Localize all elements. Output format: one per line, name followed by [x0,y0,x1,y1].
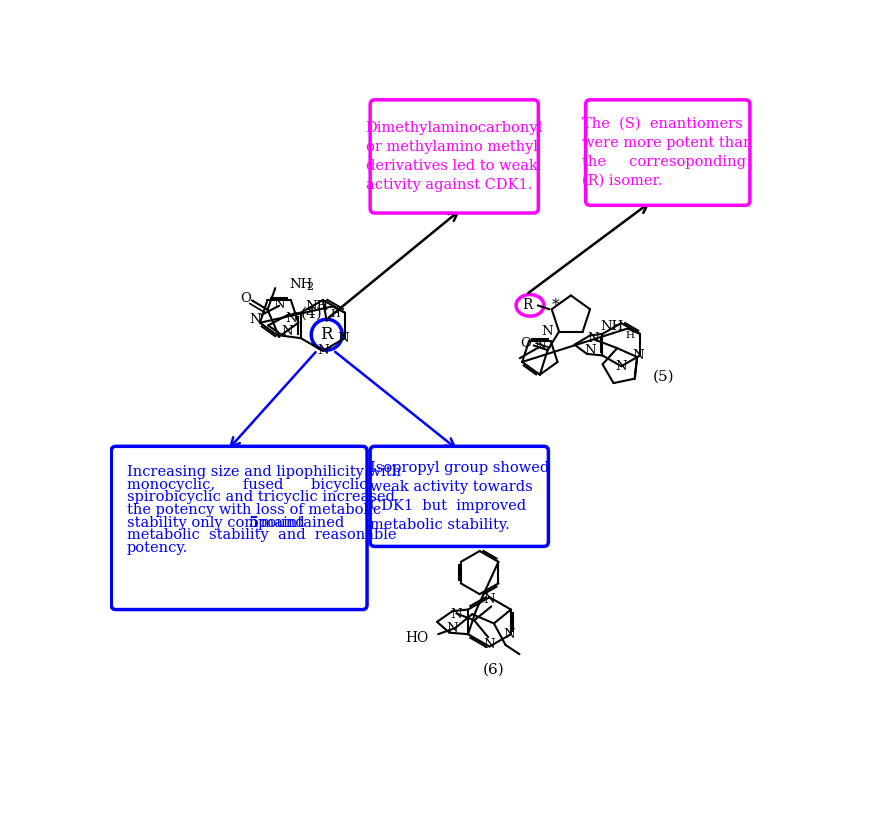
Text: R: R [522,298,532,312]
Text: metabolic  stability  and  reasonable: metabolic stability and reasonable [126,528,396,542]
Text: HO: HO [404,631,428,645]
Text: H: H [330,309,339,319]
Text: N: N [533,339,545,352]
Text: N: N [273,298,285,311]
Text: *: * [551,298,559,312]
Text: The  (S)  enantiomers
were more potent than
the     corresoponding
(R) isomer.: The (S) enantiomers were more potent tha… [581,117,752,188]
FancyBboxPatch shape [111,446,367,609]
Text: (6): (6) [482,663,503,676]
Text: N: N [317,344,328,357]
Text: N: N [583,344,595,357]
Text: 2: 2 [306,282,313,292]
Text: R: R [320,326,332,343]
Text: N: N [632,349,644,362]
Text: NH: NH [289,278,312,291]
Text: Dimethylaminocarbonyl
or methylamino methyl
derivatives led to weak
activity aga: Dimethylaminocarbonyl or methylamino met… [365,121,542,192]
Text: N: N [446,622,458,636]
FancyBboxPatch shape [370,446,548,546]
Text: (5): (5) [652,369,674,383]
Text: (4): (4) [300,307,322,321]
FancyBboxPatch shape [370,100,538,213]
Text: N: N [285,312,297,325]
Text: N: N [249,313,260,326]
Text: spirobicyclic and tricyclic increased: spirobicyclic and tricyclic increased [126,491,395,505]
Text: Isopropyl group showed
weak activity towards
CDK1  but  improved
metabolic stabi: Isopropyl group showed weak activity tow… [369,461,548,532]
Text: Increasing size and lipophilicity with: Increasing size and lipophilicity with [126,465,401,479]
Text: monocyclic,      fused      bicyclic: monocyclic, fused bicyclic [126,477,367,491]
Text: N: N [540,325,553,338]
Text: NH: NH [305,300,328,313]
Text: N: N [587,332,598,345]
Text: O: O [520,337,531,351]
Text: N: N [483,593,495,606]
Text: O: O [240,292,251,305]
Text: H: H [624,331,634,340]
Text: maintained: maintained [256,516,344,530]
Text: N: N [281,325,292,338]
Text: NH: NH [600,320,623,333]
Text: 5: 5 [248,516,259,530]
FancyBboxPatch shape [585,100,749,206]
Text: potency.: potency. [126,541,188,555]
Text: N: N [449,609,461,622]
Text: N: N [615,360,626,373]
Text: N: N [503,627,514,640]
Text: the potency with loss of metabolic: the potency with loss of metabolic [126,503,381,517]
Text: stability only compound: stability only compound [126,516,309,530]
Text: N: N [338,332,349,345]
Text: N: N [483,639,495,651]
